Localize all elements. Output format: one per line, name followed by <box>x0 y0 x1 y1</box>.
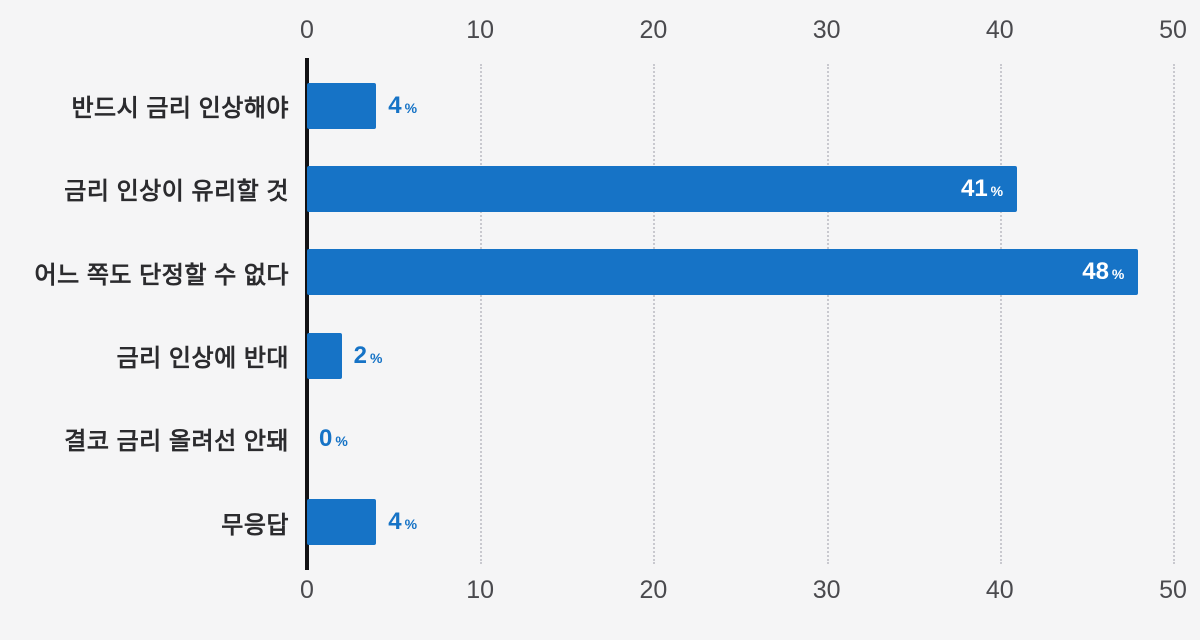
bar-row: 금리 인상이 유리할 것 41% <box>0 147 1200 230</box>
x-tick-label: 30 <box>812 576 841 604</box>
x-tick-label: 0 <box>300 576 314 604</box>
x-tick-label: 10 <box>466 576 495 604</box>
category-label: 결코 금리 올려선 안돼 <box>64 428 289 456</box>
percent-sign: % <box>1111 266 1125 283</box>
value-number: 4 <box>388 508 402 536</box>
value-number: 0 <box>319 424 333 452</box>
gridline <box>1173 64 1175 564</box>
y-axis-line <box>305 58 309 570</box>
value-number: 2 <box>353 341 367 369</box>
value-label: 2% <box>354 342 383 370</box>
bar <box>307 499 377 546</box>
value-number: 4 <box>388 91 402 119</box>
bar-row: 금리 인상에 반대 2% <box>0 314 1200 397</box>
value-label: 0% <box>319 425 348 453</box>
bar <box>307 249 1139 296</box>
value-label: 41% <box>961 175 1003 203</box>
bar-track: 4% <box>307 499 1173 546</box>
x-axis-bottom: 0 10 20 30 40 50 <box>300 576 1187 610</box>
gridline <box>999 64 1002 564</box>
category-label: 무응답 <box>221 511 289 539</box>
x-tick-label: 20 <box>639 16 668 44</box>
bar-row: 무응답 4% <box>0 481 1200 564</box>
x-tick-label: 40 <box>985 576 1014 604</box>
bar-track: 0% <box>307 416 1173 462</box>
gridline <box>826 64 829 564</box>
percent-sign: % <box>335 432 348 449</box>
bar-track: 41% <box>307 165 1173 212</box>
bar <box>307 82 377 129</box>
category-label: 금리 인상에 반대 <box>116 345 289 373</box>
value-label: 4% <box>388 92 417 120</box>
bar <box>307 165 1018 212</box>
gridline <box>653 64 656 564</box>
x-tick-label: 10 <box>466 16 495 44</box>
x-tick-label: 50 <box>1159 16 1187 44</box>
percent-sign: % <box>404 99 418 116</box>
value-number: 41 <box>960 174 988 202</box>
x-tick-label: 30 <box>812 16 841 44</box>
bar <box>307 332 342 379</box>
percent-sign: % <box>369 349 383 366</box>
percent-sign: % <box>990 182 1004 199</box>
gridline <box>480 64 483 564</box>
x-tick-label: 40 <box>985 16 1014 44</box>
bar-row: 반드시 금리 인상해야 4% <box>0 64 1200 147</box>
bar-track: 2% <box>307 332 1173 379</box>
bar-row: 결코 금리 올려선 안돼 0% <box>0 397 1200 480</box>
value-number: 48 <box>1082 258 1109 286</box>
x-tick-label: 20 <box>639 576 668 604</box>
plot-area <box>305 58 1175 570</box>
bar-row: 어느 쪽도 단정할 수 없다 48% <box>0 231 1200 314</box>
category-label: 금리 인상이 유리할 것 <box>64 178 289 206</box>
bar-track: 48% <box>307 249 1173 296</box>
bar-track: 4% <box>307 82 1173 129</box>
x-tick-label: 50 <box>1159 576 1187 604</box>
x-axis-top: 0 10 20 30 40 50 <box>300 16 1187 50</box>
category-label: 반드시 금리 인상해야 <box>71 95 289 123</box>
value-label: 48% <box>1082 258 1124 286</box>
x-tick-label: 0 <box>300 16 314 44</box>
bar-rows: 반드시 금리 인상해야 4% 금리 인상이 유리할 것 41% 어느 쪽도 단정할 수 … <box>0 64 1200 564</box>
value-label: 4% <box>388 508 417 536</box>
percent-sign: % <box>404 516 418 533</box>
category-label: 어느 쪽도 단정할 수 없다 <box>34 261 289 289</box>
